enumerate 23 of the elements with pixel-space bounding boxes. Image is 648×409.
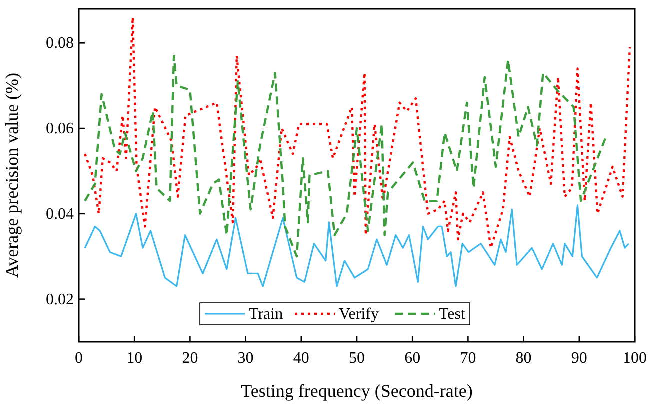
x-tick-label: 90: [571, 350, 588, 367]
x-tick-label: 10: [126, 350, 143, 367]
x-tick-label: 60: [404, 350, 421, 367]
legend-label: Verify: [339, 306, 379, 323]
y-axis-title: Average precision value (%): [2, 72, 22, 278]
legend-label: Test: [439, 306, 466, 323]
x-tick-label: 50: [349, 350, 365, 367]
y-tick-label: 0.02: [46, 291, 74, 308]
x-tick-label: 30: [238, 350, 254, 367]
x-tick-label: 70: [460, 350, 476, 367]
line-series: [84, 204, 630, 288]
y-tick-label: 0.04: [46, 206, 74, 223]
y-tick-label: 0.08: [46, 35, 74, 52]
x-tick-label: 40: [293, 350, 310, 367]
line-series: [84, 16, 632, 250]
y-tick-label: 0.06: [46, 120, 74, 138]
x-tick-label: 0: [75, 350, 83, 367]
x-tick-label: 100: [623, 350, 647, 367]
x-tick-label: 20: [182, 350, 198, 367]
x-tick-label: 80: [516, 350, 532, 367]
x-axis-title: Testing frequency (Second-rate): [241, 381, 473, 401]
line-series: [84, 54, 608, 258]
legend-label: Train: [249, 306, 284, 323]
